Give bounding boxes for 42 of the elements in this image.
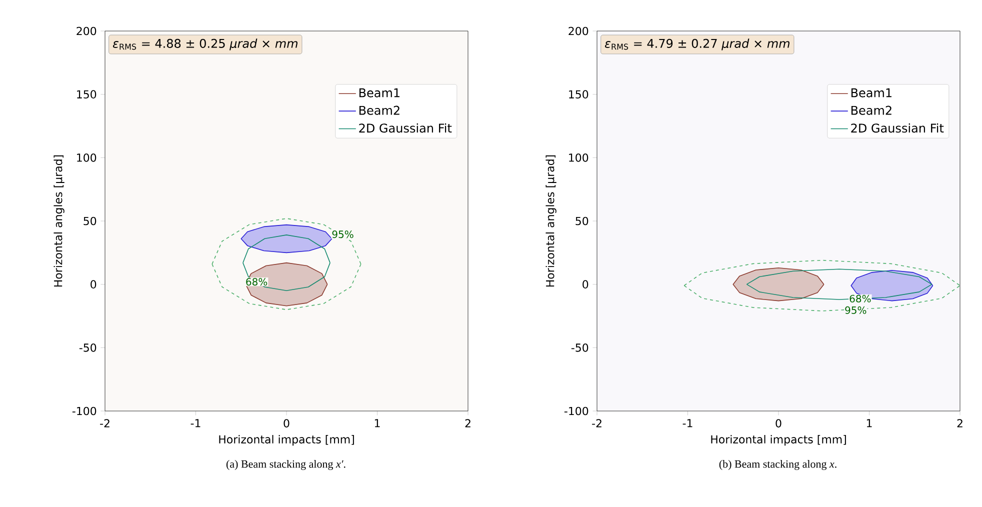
legend-label: Beam1 <box>851 88 892 98</box>
y-tick-label: -100 <box>564 406 588 416</box>
y-tick-label: 50 <box>576 216 588 226</box>
y-tick-label: -100 <box>72 406 96 416</box>
x-tick-label: 2 <box>465 419 470 428</box>
x-tick-label: -1 <box>190 419 200 428</box>
y-tick-label: 150 <box>77 90 96 98</box>
y-tick-label: 0 <box>90 280 96 288</box>
annotation: ε$_{RMS}$ = 4.79 ± 0.27 μrad × mm <box>604 38 790 50</box>
y-tick-label: 150 <box>569 90 588 98</box>
annotation: 68% <box>850 294 871 302</box>
x-axis-title: Horizontal impacts [mm] <box>711 434 846 446</box>
x-axis-title: Horizontal impacts [mm] <box>219 434 354 446</box>
legend-label: 2D Gaussian Fit <box>851 123 944 133</box>
annotation: ε$_{RMS}$ = 4.88 ± 0.25 μrad × mm <box>112 38 298 50</box>
annotation: 68% <box>246 278 268 286</box>
y-tick-label: 200 <box>76 26 96 36</box>
y-tick-label: 0 <box>582 280 588 288</box>
annotation: 95% <box>845 306 866 314</box>
y-axis-title: Horizontal angles [μrad] <box>54 155 64 287</box>
annotation: 95% <box>332 230 354 238</box>
y-tick-label: -50 <box>79 344 96 352</box>
legend-label: Beam1 <box>359 88 400 98</box>
legend-label: Beam2 <box>851 106 892 115</box>
x-tick-label: 1 <box>374 419 380 428</box>
x-tick-label: 1 <box>866 419 872 428</box>
x-tick-label: 0 <box>776 419 782 428</box>
legend-label: Beam2 <box>359 106 400 115</box>
y-tick-label: 50 <box>84 216 96 226</box>
y-tick-label: 100 <box>77 154 96 162</box>
legend-label: 2D Gaussian Fit <box>359 123 452 133</box>
x-tick-label: 0 <box>284 419 290 428</box>
x-tick-label: -2 <box>100 419 110 428</box>
y-axis-title: Horizontal angles [μrad] <box>546 155 556 287</box>
y-tick-label: 200 <box>568 26 588 36</box>
x-tick-label: 2 <box>957 419 962 428</box>
y-tick-label: 100 <box>569 154 588 162</box>
y-tick-label: -50 <box>571 344 588 352</box>
text: (b) Beam stacking along x. <box>719 460 836 470</box>
x-tick-label: -2 <box>592 419 602 428</box>
text: (a) Beam stacking along x′. <box>226 460 346 470</box>
x-tick-label: -1 <box>682 419 692 428</box>
